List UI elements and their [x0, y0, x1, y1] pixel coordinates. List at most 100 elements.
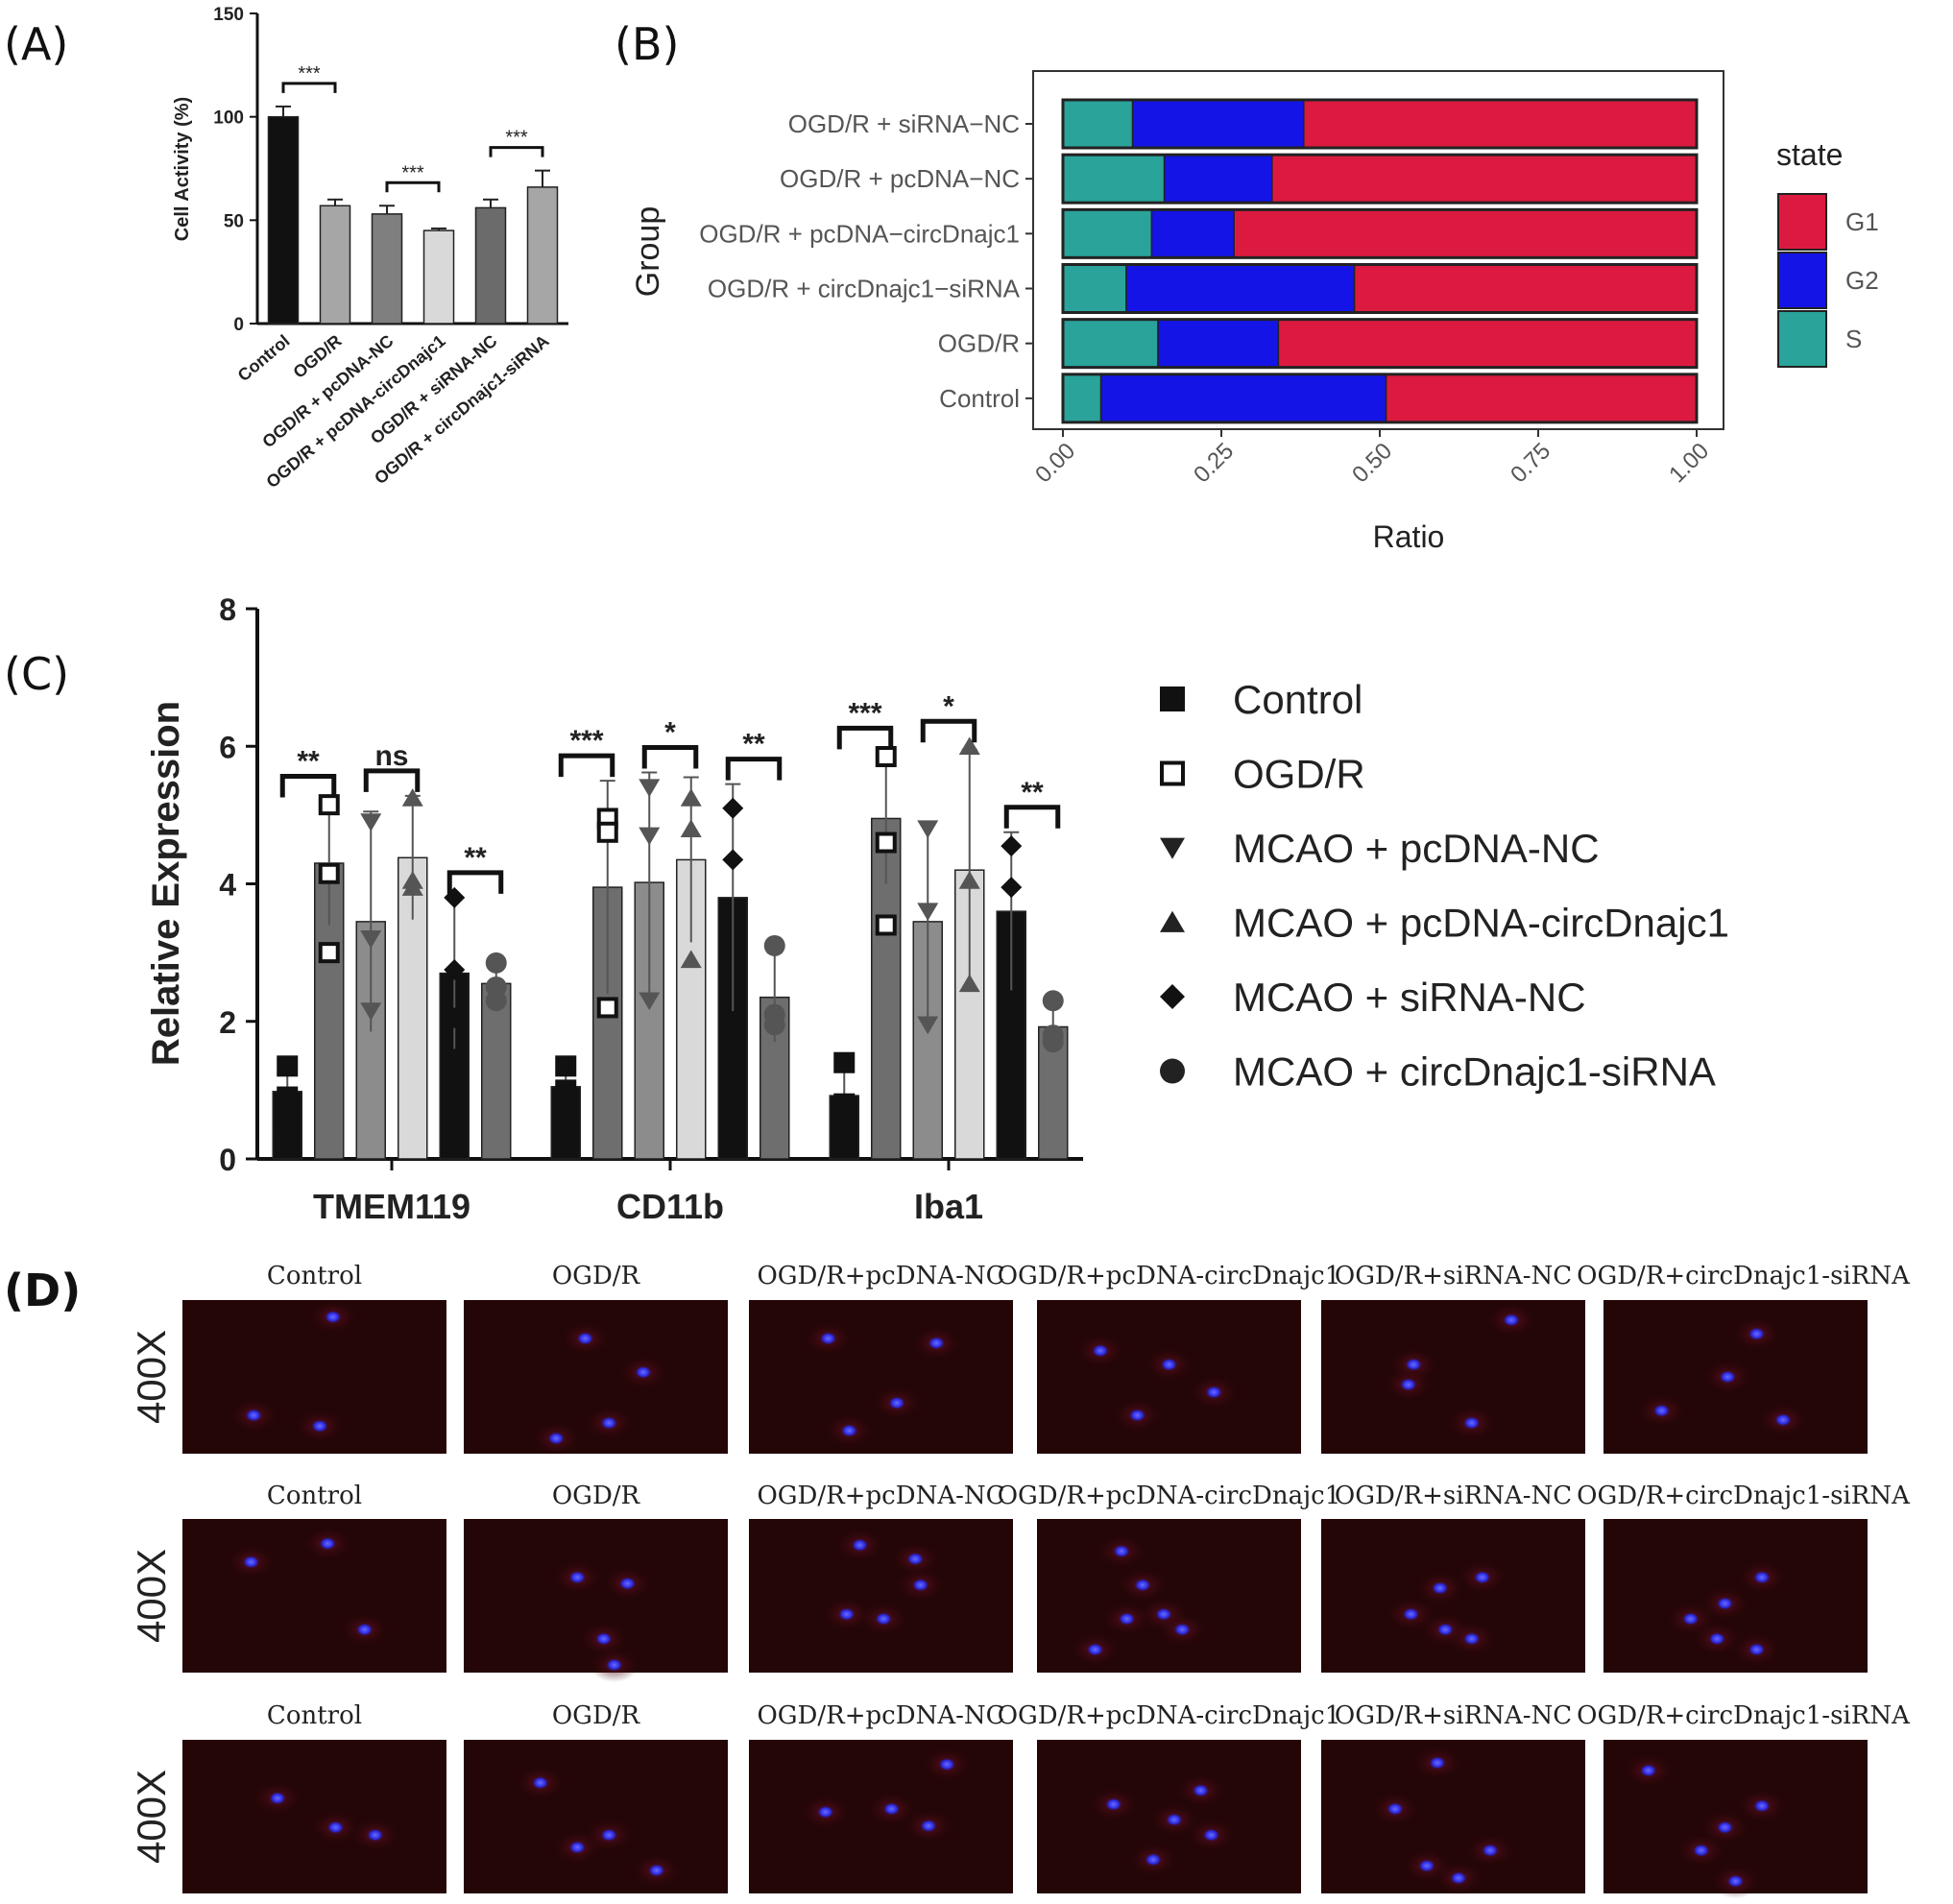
marker-triangle-down — [917, 820, 939, 839]
legend-label: MCAO + pcDNA-NC — [1233, 826, 1600, 871]
x-tick-label: TMEM119 — [313, 1187, 470, 1226]
image-caption: OGD/R+pcDNA-NC — [757, 1482, 1004, 1510]
cell-nucleus — [269, 1791, 286, 1805]
significance-bracket — [641, 744, 699, 769]
image-caption: OGD/R+siRNA-NC — [1335, 1262, 1572, 1290]
marker-open-square — [596, 997, 618, 1019]
cell-nucleus — [531, 1775, 549, 1790]
marker-open-square — [875, 831, 897, 854]
marker-triangle-down — [639, 779, 661, 798]
marker-triangle-down — [360, 813, 382, 831]
legend-label: MCAO + pcDNA-circDnajc1 — [1233, 901, 1729, 946]
marker-circle — [1042, 1031, 1064, 1053]
cell-nucleus — [1692, 1844, 1710, 1858]
cell-nucleus — [245, 1409, 263, 1422]
cell-nucleus — [1086, 1643, 1104, 1656]
marker-open-square — [596, 821, 618, 843]
marker-open-square — [318, 862, 340, 884]
y-tick-label: OGD/R — [938, 329, 1020, 358]
stacked-bar-segment — [1385, 374, 1698, 423]
marker-circle — [763, 1014, 785, 1036]
image-caption: OGD/R+pcDNA-circDnajc1 — [998, 1482, 1341, 1510]
cell-nucleus — [1104, 1797, 1122, 1812]
marker-square — [555, 1097, 577, 1119]
cell-nucleus — [1681, 1612, 1700, 1626]
cell-nucleus — [635, 1365, 652, 1380]
cell-nucleus — [1386, 1802, 1404, 1816]
micrograph — [464, 1740, 728, 1893]
cell-nucleus — [1160, 1358, 1178, 1372]
marker-open-square — [875, 914, 897, 936]
marker-circle — [485, 990, 507, 1012]
image-caption: Control — [267, 1482, 362, 1510]
stacked-bar-outline — [1061, 263, 1699, 314]
cell-nucleus — [1145, 1852, 1162, 1867]
image-caption: OGD/R+pcDNA-NC — [757, 1262, 1004, 1290]
significance-label: *** — [298, 63, 321, 84]
marker-triangle-down — [917, 903, 939, 922]
marker-diamond — [722, 1014, 744, 1036]
image-caption: OGD/R+siRNA-NC — [1335, 1701, 1572, 1730]
significance-bracket — [725, 757, 783, 781]
marker-diamond — [1001, 835, 1023, 857]
y-axis-title: Cell Activity (%) — [172, 97, 193, 241]
cell-nucleus — [355, 1623, 374, 1637]
marker-square — [555, 1055, 577, 1077]
marker-triangle-down — [360, 1002, 382, 1021]
image-caption: OGD/R — [552, 1482, 641, 1510]
marker-triangle-down — [360, 930, 382, 949]
cell-nucleus — [819, 1332, 837, 1345]
marker-diamond — [444, 886, 466, 908]
bar — [474, 206, 507, 325]
marker-open-square — [318, 942, 340, 964]
cell-nucleus — [1173, 1623, 1192, 1637]
y-tick-label: OGD/R + circDnajc1−siRNA — [708, 275, 1021, 303]
legend-swatch — [1777, 310, 1827, 368]
stacked-bar-segment — [1233, 208, 1698, 259]
significance-bracket — [920, 718, 977, 743]
marker-triangle-down — [917, 1016, 939, 1035]
cell-nucleus — [1431, 1581, 1449, 1595]
cell-nucleus — [618, 1577, 637, 1591]
marker-circle — [1042, 990, 1064, 1012]
cell-nucleus — [1748, 1643, 1766, 1656]
stacked-bar-segment — [1353, 263, 1698, 314]
marker-triangle-up — [401, 878, 423, 896]
significance-bracket — [385, 181, 441, 193]
marker-triangle-up — [1160, 910, 1185, 932]
cell-nucleus — [1482, 1844, 1499, 1858]
cell-nucleus — [1128, 1409, 1146, 1422]
stacked-bar-outline — [1061, 318, 1699, 370]
cell-nucleus — [324, 1310, 342, 1324]
cell-nucleus — [816, 1805, 834, 1820]
significance-bracket — [279, 774, 337, 798]
cell-nucleus — [1118, 1612, 1136, 1626]
y-tick-label: 100 — [213, 108, 244, 129]
significance-label: *** — [569, 725, 603, 757]
image-caption: Control — [267, 1701, 362, 1730]
marker-triangle-up — [680, 819, 702, 837]
image-caption: OGD/R+circDnajc1-siRNA — [1577, 1701, 1911, 1730]
y-tick-label: OGD/R + pcDNA−NC — [780, 164, 1020, 193]
cell-nucleus — [1418, 1859, 1435, 1873]
cell-nucleus — [1719, 1370, 1737, 1384]
y-tick-label: Control — [939, 384, 1020, 413]
marker-square — [277, 1055, 299, 1077]
y-tick-label: 8 — [219, 592, 236, 627]
bar — [912, 921, 943, 1160]
magnification-label: 400X — [129, 1770, 174, 1864]
cell-nucleus — [326, 1820, 345, 1835]
y-axis-title: Relative Expression — [145, 701, 187, 1066]
cell-nucleus — [1205, 1386, 1223, 1399]
marker-square — [277, 1107, 299, 1129]
x-tick-label: 0.75 — [1506, 438, 1555, 488]
significance-label: * — [943, 690, 954, 722]
significance-label: *** — [848, 697, 881, 729]
legend-label: MCAO + siRNA-NC — [1233, 975, 1586, 1020]
x-tick-label: 0.25 — [1189, 438, 1239, 488]
legend-label: G2 — [1845, 266, 1879, 295]
marker-square — [1160, 687, 1185, 711]
significance-bracket — [836, 725, 894, 750]
marker-diamond — [1001, 877, 1023, 899]
